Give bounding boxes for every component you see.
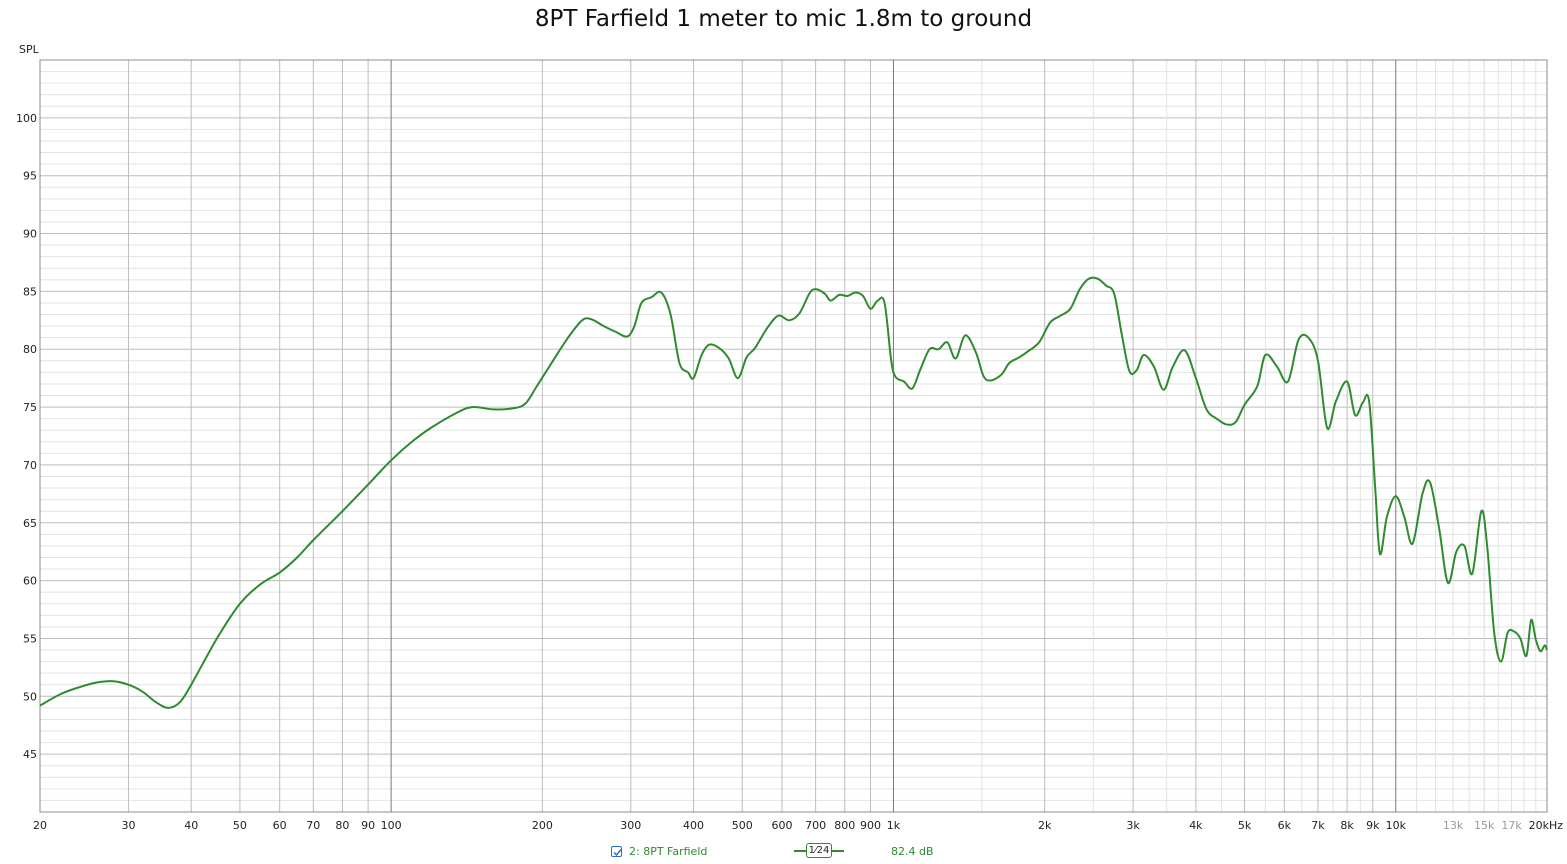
x-tick-label: 900 <box>860 819 881 832</box>
x-tick-label: 6k <box>1278 819 1292 832</box>
plot-frame <box>39 59 1548 813</box>
x-tick-label: 700 <box>805 819 826 832</box>
x-tick-label: 30 <box>121 819 135 832</box>
x-tick-label: 17k <box>1501 819 1522 832</box>
y-tick-label: 85 <box>23 285 37 298</box>
y-tick-label: 60 <box>23 575 37 588</box>
x-tick-label: 7k <box>1311 819 1325 832</box>
x-tick-label: 90 <box>361 819 375 832</box>
x-tick-label: 3k <box>1126 819 1140 832</box>
x-tick-label: 9k <box>1366 819 1380 832</box>
smoothing-line-right <box>832 850 844 852</box>
y-tick-label: 70 <box>23 459 37 472</box>
x-tick-label: 10k <box>1386 819 1407 832</box>
series-line-8pt-farfield[interactable] <box>39 276 1548 709</box>
x-tick-label: 600 <box>772 819 793 832</box>
x-tick-label: 500 <box>732 819 753 832</box>
x-tick-labels: 20 30 40 50 60 70 80 90 100 200 300 400 500 600 700 800… <box>33 819 1563 832</box>
x-tick-label: 40 <box>184 819 198 832</box>
legend: 2: 8PT Farfield 1⁄24 82.4 dB <box>0 842 1567 864</box>
smoothing-button[interactable]: 1⁄24 <box>794 842 844 860</box>
grid <box>40 60 1547 812</box>
y-tick-label: 45 <box>23 748 37 761</box>
y-tick-label: 80 <box>23 343 37 356</box>
y-tick-label: 65 <box>23 517 37 530</box>
x-tick-label: 800 <box>834 819 855 832</box>
x-tick-label: 400 <box>683 819 704 832</box>
y-tick-label: 90 <box>23 228 37 241</box>
x-tick-label: 300 <box>620 819 641 832</box>
x-tick-label: 5k <box>1238 819 1252 832</box>
legend-series-label[interactable]: 2: 8PT Farfield <box>629 845 708 858</box>
y-axis-label: SPL <box>19 43 40 56</box>
smoothing-label: 1⁄24 <box>806 843 832 858</box>
y-tick-label: 95 <box>23 170 37 183</box>
x-tick-label: 20kHz <box>1529 819 1564 832</box>
x-tick-label: 1k <box>887 819 901 832</box>
x-tick-label: 70 <box>306 819 320 832</box>
legend-series-checkbox[interactable] <box>611 846 622 857</box>
x-tick-label: 100 <box>381 819 402 832</box>
y-tick-labels: 45 50 55 60 65 70 75 80 85 90 95 100 <box>16 112 37 761</box>
x-tick-label: 15k <box>1474 819 1495 832</box>
x-tick-label: 13k <box>1443 819 1464 832</box>
legend-value-readout: 82.4 dB <box>891 845 934 858</box>
x-tick-label: 2k <box>1038 819 1052 832</box>
series-layer <box>39 276 1548 709</box>
y-tick-label: 50 <box>23 690 37 703</box>
y-tick-label: 75 <box>23 401 37 414</box>
x-tick-label: 8k <box>1340 819 1354 832</box>
chart-title: 8PT Farfield 1 meter to mic 1.8m to grou… <box>534 6 1033 32</box>
x-tick-label: 80 <box>335 819 349 832</box>
x-tick-label: 4k <box>1189 819 1203 832</box>
x-tick-label: 20 <box>33 819 47 832</box>
x-tick-label: 200 <box>532 819 553 832</box>
x-tick-label: 50 <box>233 819 247 832</box>
smoothing-line-left <box>794 850 806 852</box>
y-tick-label: 100 <box>16 112 37 125</box>
frequency-response-chart[interactable]: SPL 45 50 55 60 65 70 75 80 85 90 95 100 20 30 40 50 60… <box>0 0 1567 842</box>
x-tick-label: 60 <box>273 819 287 832</box>
checkbox-checked-icon <box>613 849 622 857</box>
y-tick-label: 55 <box>23 632 37 645</box>
